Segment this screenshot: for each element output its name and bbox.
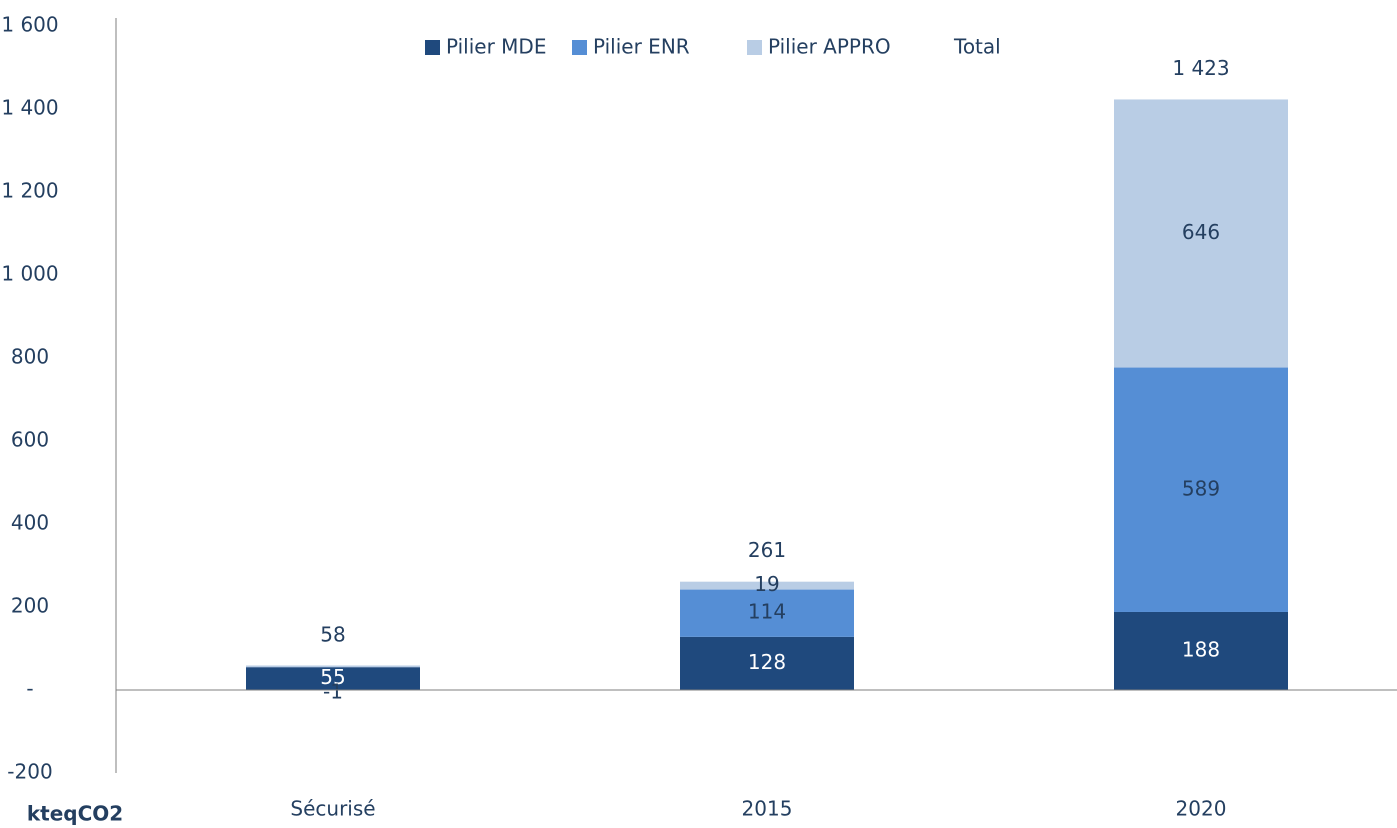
y-tick-label: 1 600 xyxy=(1,13,58,37)
data-label: -1 xyxy=(323,680,343,704)
bar-segment xyxy=(246,665,420,668)
legend-label: Pilier MDE xyxy=(446,35,546,59)
y-tick-label: 1 200 xyxy=(1,179,58,203)
total-label: 58 xyxy=(320,622,345,646)
data-label: 55 xyxy=(320,665,345,689)
total-label: 261 xyxy=(748,538,786,562)
x-tick-label: 2015 xyxy=(742,797,793,821)
legend-swatch xyxy=(425,40,440,55)
legend-swatch xyxy=(572,40,587,55)
y-tick-label: -200 xyxy=(7,760,52,784)
legend-swatch xyxy=(747,40,762,55)
data-label: 646 xyxy=(1182,220,1220,244)
bar-segment xyxy=(1114,367,1288,612)
data-label: 19 xyxy=(754,572,779,596)
bar-segment xyxy=(680,581,854,590)
y-tick-label: 1 400 xyxy=(1,96,58,120)
bar-segment xyxy=(246,667,420,690)
data-label: 128 xyxy=(748,650,786,674)
data-label: 114 xyxy=(748,600,786,624)
y-tick-label: 200 xyxy=(11,594,49,618)
legend-label: Pilier ENR xyxy=(593,35,690,59)
y-tick-label: 400 xyxy=(11,511,49,535)
bar-segment xyxy=(1114,611,1288,690)
y-tick-label: - xyxy=(26,677,33,701)
bar-segment xyxy=(680,636,854,690)
bar-segment xyxy=(680,589,854,637)
bar-segment xyxy=(1114,99,1288,368)
x-tick-label: Sécurisé xyxy=(290,797,375,821)
data-label: 589 xyxy=(1182,476,1220,500)
y-axis-label: kteqCO2 xyxy=(27,802,123,826)
total-label: 1 423 xyxy=(1172,56,1229,80)
y-tick-label: 1 000 xyxy=(1,262,58,286)
y-tick-label: 800 xyxy=(11,345,49,369)
data-label: 188 xyxy=(1182,637,1220,661)
x-tick-label: 2020 xyxy=(1176,797,1227,821)
legend-label: Total xyxy=(953,35,1001,59)
legend-label: Pilier APPRO xyxy=(768,35,891,59)
y-tick-label: 600 xyxy=(11,428,49,452)
